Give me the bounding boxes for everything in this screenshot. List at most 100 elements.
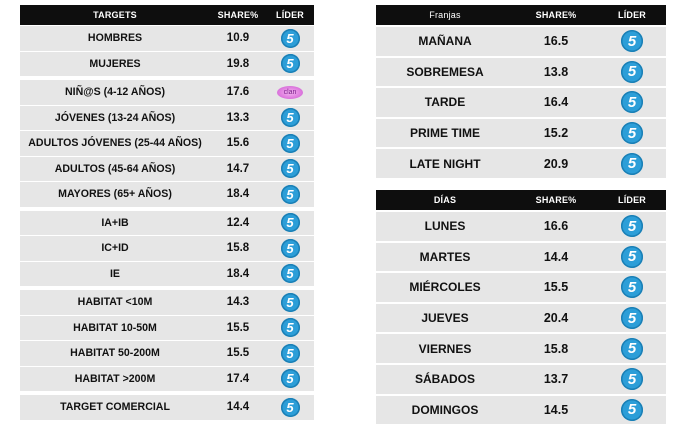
franjas-row-label: LATE NIGHT: [409, 156, 481, 171]
dias-row-share: 20.4: [543, 311, 569, 326]
franjas-row-share: 13.8: [543, 64, 569, 79]
telecinco-icon: 5: [621, 398, 643, 421]
dias-row: SÁBADOS 13.7 5: [376, 362, 666, 394]
dias-row-share: 14.4: [543, 249, 569, 264]
targets-row-share: 13.3: [226, 111, 250, 124]
dias-row-share: 16.6: [543, 219, 569, 234]
telecinco-icon: 5: [621, 276, 643, 299]
targets-row-share: 14.7: [226, 162, 250, 175]
dias-row: DOMINGOS 14.5 5: [376, 393, 666, 425]
targets-row-label: HABITAT 50-200M: [70, 347, 160, 360]
franjas-row-label: MAÑANA: [418, 34, 472, 49]
targets-header-share: SHARE%: [217, 10, 259, 20]
telecinco-icon: 5: [621, 337, 643, 360]
targets-row-leader: 5: [266, 397, 314, 417]
targets-row-share: 19.8: [226, 57, 250, 70]
dias-row-label: LUNES: [424, 219, 466, 234]
targets-header-label: TARGETS: [93, 10, 137, 20]
targets-row-leader: 5: [266, 159, 314, 179]
targets-row-leader: 5: [266, 343, 314, 363]
targets-row-leader: 5: [266, 369, 314, 389]
targets-row: JÓVENES (13-24 AÑOS) 13.3 5: [20, 104, 314, 130]
dias-row-share: 13.7: [543, 372, 569, 387]
targets-row: ADULTOS JÓVENES (25-44 AÑOS) 15.6 5: [20, 130, 314, 156]
dias-row-leader: 5: [598, 245, 666, 268]
targets-row: ADULTOS (45-64 AÑOS) 14.7 5: [20, 155, 314, 181]
targets-row-share: 17.6: [226, 86, 250, 99]
franjas-body: MAÑANA 16.5 5 SOBREMESA 13.8 5 TARDE 16.4 5 PRIME…: [376, 25, 666, 178]
targets-row-label: MAYORES (65+ AÑOS): [58, 188, 172, 201]
franjas-header-leader: LÍDER: [618, 10, 646, 20]
targets-row-label: HABITAT <10M: [77, 296, 153, 309]
dias-row-label: SÁBADOS: [414, 372, 475, 387]
targets-row: HABITAT 10-50M 15.5 5: [20, 314, 314, 340]
dias-table: DÍAS SHARE% LÍDER LUNES 16.6 5 MARTES 14.4 5 M…: [376, 190, 666, 425]
franjas-row-leader: 5: [598, 60, 666, 83]
dias-row: MIÉRCOLES 15.5 5: [376, 271, 666, 302]
franjas-row-share: 15.2: [543, 126, 569, 141]
telecinco-icon: 5: [280, 369, 300, 389]
franjas-header-label: Franjas: [429, 10, 461, 20]
targets-row-share: 15.5: [226, 321, 250, 334]
targets-row-leader: 5: [266, 184, 314, 204]
targets-row-leader: 5: [266, 292, 314, 312]
franjas-row-label: PRIME TIME: [409, 126, 480, 141]
targets-row: NIÑ@S (4-12 AÑOS) 17.6 clan: [20, 76, 314, 105]
dias-row-label: MARTES: [419, 249, 471, 264]
telecinco-icon: 5: [280, 238, 300, 258]
targets-table: TARGETS SHARE% LÍDER HOMBRES 10.9 5 MUJERES…: [20, 5, 314, 420]
dias-row-leader: 5: [598, 368, 666, 391]
telecinco-icon: 5: [621, 30, 643, 53]
dias-row-leader: 5: [598, 215, 666, 238]
targets-row: IA+IB 12.4 5: [20, 206, 314, 235]
telecinco-icon: 5: [621, 152, 643, 175]
targets-row-share: 10.9: [226, 32, 250, 45]
targets-header: TARGETS SHARE% LÍDER: [20, 5, 314, 25]
telecinco-icon: 5: [621, 368, 643, 391]
telecinco-icon: 5: [280, 54, 300, 74]
dias-row-share: 15.8: [543, 341, 569, 356]
franjas-header: Franjas SHARE% LÍDER: [376, 5, 666, 25]
telecinco-icon: 5: [621, 122, 643, 145]
telecinco-icon: 5: [280, 213, 300, 233]
telecinco-icon: 5: [280, 397, 300, 417]
franjas-table: Franjas SHARE% LÍDER MAÑANA 16.5 5 SOBREMES…: [376, 5, 666, 178]
telecinco-icon: 5: [621, 91, 643, 114]
dias-header: DÍAS SHARE% LÍDER: [376, 190, 666, 210]
targets-row-share: 12.4: [226, 216, 250, 229]
targets-row: HOMBRES 10.9 5: [20, 25, 314, 51]
dias-row-share: 14.5: [543, 402, 569, 417]
franjas-row-share: 16.5: [543, 34, 569, 49]
targets-row: HABITAT 50-200M 15.5 5: [20, 340, 314, 366]
targets-row-label: IE: [109, 267, 120, 280]
telecinco-icon: 5: [621, 60, 643, 83]
telecinco-icon: 5: [280, 184, 300, 204]
telecinco-icon: 5: [280, 108, 300, 128]
targets-row-leader: 5: [266, 28, 314, 48]
franjas-row: SOBREMESA 13.8 5: [376, 55, 666, 87]
targets-row-label: IA+IB: [101, 216, 129, 229]
telecinco-icon: 5: [621, 245, 643, 268]
targets-row-leader: 5: [266, 54, 314, 74]
dias-header-share: SHARE%: [535, 195, 577, 205]
telecinco-icon: 5: [280, 133, 300, 153]
targets-row-label: MUJERES: [89, 57, 141, 70]
targets-row-leader: 5: [266, 133, 314, 153]
franjas-row: PRIME TIME 15.2 5: [376, 116, 666, 148]
franjas-row-share: 20.9: [543, 156, 569, 171]
targets-row-label: ADULTOS (45-64 AÑOS): [54, 162, 176, 175]
targets-row-share: 17.4: [226, 372, 250, 385]
targets-row-label: JÓVENES (13-24 AÑOS): [54, 111, 176, 124]
dias-row-label: JUEVES: [421, 311, 469, 326]
telecinco-icon: 5: [280, 292, 300, 312]
targets-row-label: NIÑ@S (4-12 AÑOS): [65, 86, 165, 99]
dias-row: JUEVES 20.4 5: [376, 301, 666, 333]
targets-row-leader: 5: [266, 108, 314, 128]
targets-row-leader: clan: [266, 85, 314, 99]
targets-row-label: HABITAT >200M: [74, 372, 156, 385]
telecinco-icon: 5: [280, 28, 300, 48]
targets-row: IC+ID 15.8 5: [20, 235, 314, 261]
dias-row-label: VIERNES: [418, 341, 472, 356]
targets-body: HOMBRES 10.9 5 MUJERES 19.8 5 NIÑ@S (4-12 AÑOS…: [20, 25, 314, 420]
dias-row-leader: 5: [598, 337, 666, 360]
